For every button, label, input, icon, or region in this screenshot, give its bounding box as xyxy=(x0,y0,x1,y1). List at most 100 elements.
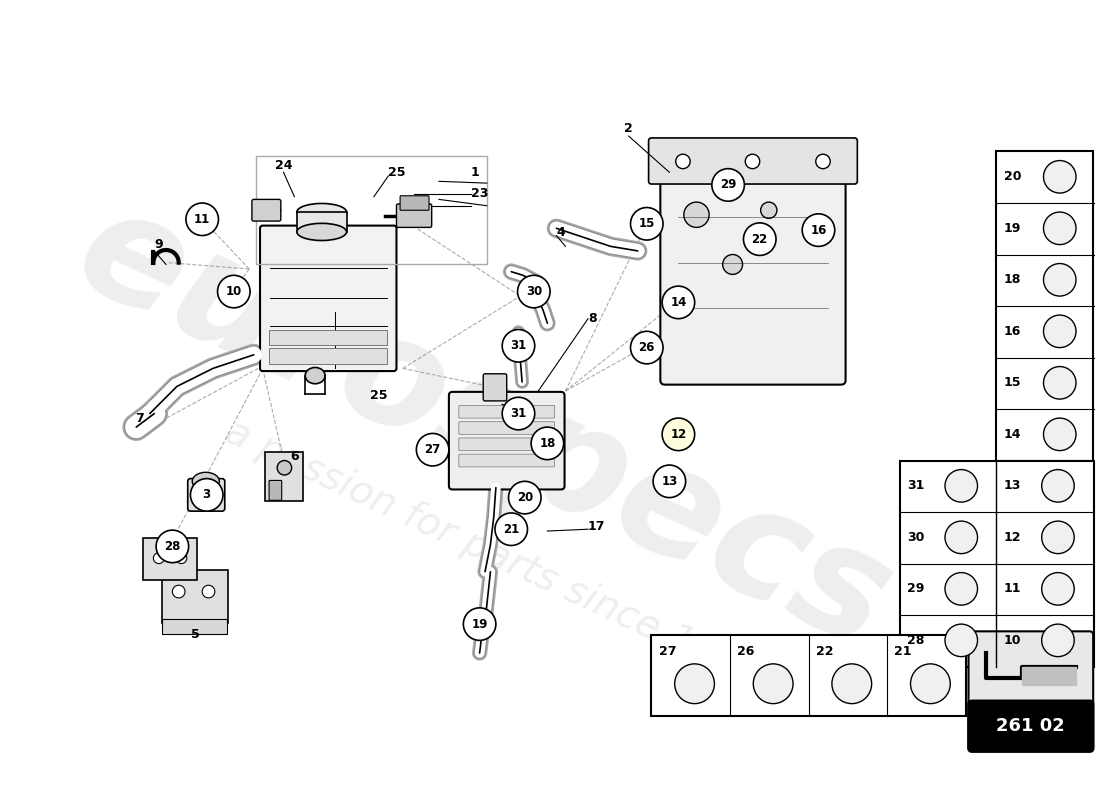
Circle shape xyxy=(911,664,950,704)
Text: 12: 12 xyxy=(1003,531,1021,544)
Text: 6: 6 xyxy=(289,450,298,463)
Text: 1: 1 xyxy=(471,166,480,178)
Text: 23: 23 xyxy=(471,187,488,201)
Text: 13: 13 xyxy=(1003,479,1021,492)
Ellipse shape xyxy=(760,202,777,218)
Text: 30: 30 xyxy=(526,285,542,298)
Text: 261 02: 261 02 xyxy=(997,718,1065,735)
Circle shape xyxy=(1044,418,1076,450)
Circle shape xyxy=(746,154,760,169)
Text: 8: 8 xyxy=(588,312,596,325)
Text: 30: 30 xyxy=(908,531,924,544)
Text: a passion for parts since 1985: a passion for parts since 1985 xyxy=(219,412,768,695)
FancyBboxPatch shape xyxy=(459,438,554,450)
Text: 25: 25 xyxy=(370,389,387,402)
Circle shape xyxy=(832,664,871,704)
Text: eurospecs: eurospecs xyxy=(55,174,913,680)
Text: 26: 26 xyxy=(737,645,755,658)
Circle shape xyxy=(945,521,978,554)
Text: 28: 28 xyxy=(908,634,924,647)
Text: 9: 9 xyxy=(154,238,163,251)
Circle shape xyxy=(653,465,685,498)
Text: 17: 17 xyxy=(588,520,605,533)
FancyBboxPatch shape xyxy=(143,538,197,580)
Circle shape xyxy=(816,154,831,169)
Text: 27: 27 xyxy=(659,645,676,658)
Circle shape xyxy=(945,573,978,605)
Circle shape xyxy=(1042,470,1075,502)
Circle shape xyxy=(1044,315,1076,347)
Text: 21: 21 xyxy=(894,645,912,658)
Circle shape xyxy=(518,275,550,308)
Circle shape xyxy=(754,664,793,704)
Text: 20: 20 xyxy=(1003,170,1021,183)
Text: 21: 21 xyxy=(503,522,519,536)
Text: 10: 10 xyxy=(1003,634,1021,647)
Circle shape xyxy=(277,461,292,475)
FancyBboxPatch shape xyxy=(651,635,966,716)
Text: 19: 19 xyxy=(472,618,487,630)
Text: 19: 19 xyxy=(1003,222,1021,235)
Circle shape xyxy=(503,330,535,362)
Ellipse shape xyxy=(192,472,219,490)
Text: 24: 24 xyxy=(275,158,293,171)
Text: 16: 16 xyxy=(811,224,827,237)
Circle shape xyxy=(156,530,188,562)
Circle shape xyxy=(1044,161,1076,193)
Text: 31: 31 xyxy=(510,407,527,420)
Circle shape xyxy=(508,482,541,514)
Text: 22: 22 xyxy=(816,645,834,658)
Circle shape xyxy=(1042,573,1075,605)
FancyBboxPatch shape xyxy=(997,151,1093,461)
Ellipse shape xyxy=(723,254,743,274)
Ellipse shape xyxy=(297,223,346,241)
Text: 11: 11 xyxy=(1003,582,1021,595)
Text: 29: 29 xyxy=(719,178,736,191)
FancyBboxPatch shape xyxy=(260,226,396,371)
Text: 10: 10 xyxy=(226,285,242,298)
Text: 18: 18 xyxy=(1003,274,1021,286)
Circle shape xyxy=(945,624,978,657)
Text: 14: 14 xyxy=(670,296,686,309)
Text: 18: 18 xyxy=(539,437,556,450)
Circle shape xyxy=(674,664,714,704)
FancyBboxPatch shape xyxy=(297,212,346,232)
Text: 14: 14 xyxy=(1003,428,1021,441)
Circle shape xyxy=(531,427,563,460)
Text: 11: 11 xyxy=(194,213,210,226)
FancyBboxPatch shape xyxy=(400,196,429,210)
Polygon shape xyxy=(1022,666,1076,685)
Text: 5: 5 xyxy=(190,629,199,642)
Text: 25: 25 xyxy=(388,166,406,178)
Circle shape xyxy=(153,553,164,563)
Text: 4: 4 xyxy=(557,226,565,239)
Circle shape xyxy=(945,470,978,502)
FancyBboxPatch shape xyxy=(900,461,1094,666)
Ellipse shape xyxy=(305,367,326,384)
FancyBboxPatch shape xyxy=(396,204,431,227)
Text: 20: 20 xyxy=(517,491,532,504)
Circle shape xyxy=(1042,624,1075,657)
FancyBboxPatch shape xyxy=(163,618,228,634)
FancyBboxPatch shape xyxy=(660,168,846,385)
Ellipse shape xyxy=(684,202,710,227)
FancyBboxPatch shape xyxy=(270,348,387,364)
FancyBboxPatch shape xyxy=(270,330,387,346)
FancyBboxPatch shape xyxy=(188,478,224,511)
FancyBboxPatch shape xyxy=(483,374,507,401)
Text: 29: 29 xyxy=(908,582,924,595)
Text: 22: 22 xyxy=(751,233,768,246)
Circle shape xyxy=(176,553,187,563)
FancyBboxPatch shape xyxy=(265,453,304,502)
FancyBboxPatch shape xyxy=(459,422,554,434)
Ellipse shape xyxy=(297,203,346,221)
Circle shape xyxy=(417,434,449,466)
Circle shape xyxy=(503,398,535,430)
Circle shape xyxy=(173,586,185,598)
Circle shape xyxy=(186,203,219,235)
FancyBboxPatch shape xyxy=(252,199,280,221)
FancyBboxPatch shape xyxy=(649,138,857,184)
Text: 27: 27 xyxy=(425,443,441,456)
FancyBboxPatch shape xyxy=(459,406,554,418)
Text: 2: 2 xyxy=(625,122,634,135)
